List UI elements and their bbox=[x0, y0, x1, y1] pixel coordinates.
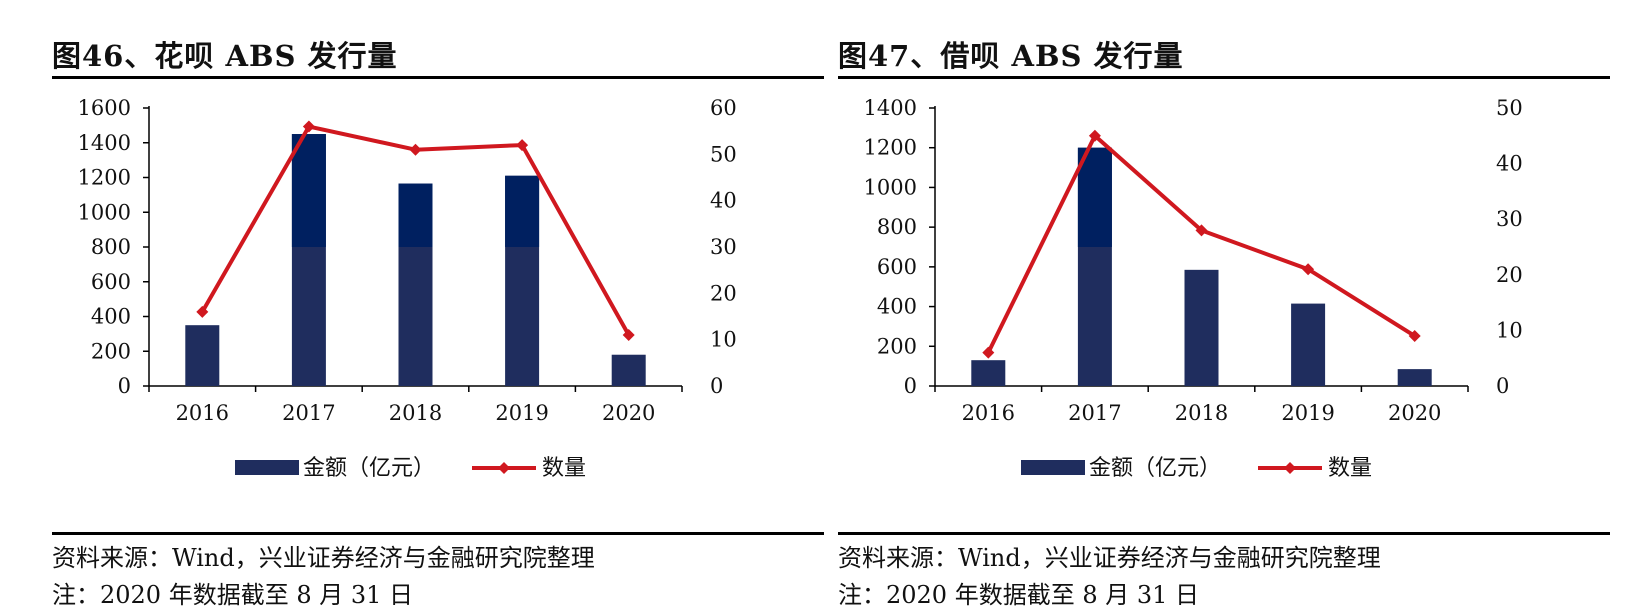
count-marker bbox=[982, 346, 995, 359]
y-tick-label-right: 20 bbox=[1496, 263, 1523, 287]
y-tick-label-left: 400 bbox=[91, 305, 131, 329]
y-tick-label-right: 40 bbox=[710, 189, 737, 213]
source-note: 资料来源：Wind，兴业证券经济与金融研究院整理 bbox=[838, 544, 1381, 572]
count-marker bbox=[1195, 224, 1208, 237]
y-tick-label-left: 600 bbox=[877, 255, 917, 279]
y-tick-label-left: 1400 bbox=[864, 96, 917, 120]
y-tick-label-left: 1000 bbox=[78, 200, 131, 224]
x-tick-label: 2020 bbox=[602, 401, 655, 425]
count-marker bbox=[516, 139, 529, 152]
y-tick-label-right: 50 bbox=[710, 142, 737, 166]
x-tick-label: 2018 bbox=[389, 401, 442, 425]
bar bbox=[1184, 269, 1219, 386]
y-tick-label-left: 0 bbox=[118, 374, 131, 398]
count-marker bbox=[1302, 263, 1315, 276]
x-tick-label: 2020 bbox=[1388, 401, 1441, 425]
x-tick-label: 2017 bbox=[1068, 401, 1121, 425]
y-tick-label-right: 40 bbox=[1496, 152, 1523, 176]
y-tick-label-right: 10 bbox=[710, 328, 737, 352]
legend-line-label: 数量 bbox=[1328, 456, 1372, 481]
x-tick-label: 2019 bbox=[1281, 401, 1334, 425]
x-tick-label: 2017 bbox=[282, 401, 335, 425]
footer-rule bbox=[52, 532, 824, 535]
x-tick-label: 2016 bbox=[176, 401, 229, 425]
y-tick-label-left: 800 bbox=[91, 235, 131, 259]
count-marker bbox=[302, 120, 315, 133]
bar bbox=[1397, 369, 1432, 386]
y-tick-label-left: 1200 bbox=[864, 136, 917, 160]
y-tick-label-left: 600 bbox=[91, 270, 131, 294]
footer-rule bbox=[838, 532, 1610, 535]
legend-line-label: 数量 bbox=[542, 456, 586, 481]
count-marker bbox=[409, 143, 422, 156]
y-tick-label-right: 10 bbox=[1496, 318, 1523, 342]
y-tick-label-right: 20 bbox=[710, 281, 737, 305]
legend-bar-swatch bbox=[235, 460, 299, 475]
y-tick-label-left: 1400 bbox=[78, 131, 131, 155]
figure-title: 图46、花呗 ABS 发行量 bbox=[52, 39, 398, 73]
y-tick-label-right: 50 bbox=[1496, 96, 1523, 120]
bar-segment bbox=[1077, 147, 1112, 247]
legend-bar-label: 金额（亿元） bbox=[303, 456, 435, 481]
y-tick-label-left: 200 bbox=[877, 334, 917, 358]
chart-panel-huabei: 图46、花呗 ABS 发行量 0 200 400 600 800 1000 1200 1400… bbox=[52, 0, 824, 613]
bar bbox=[185, 325, 220, 386]
x-tick-label: 2019 bbox=[495, 401, 548, 425]
date-note: 注：2020 年数据截至 8 月 31 日 bbox=[838, 581, 1200, 609]
count-marker bbox=[1088, 129, 1101, 142]
legend-bar-label: 金额（亿元） bbox=[1089, 456, 1221, 481]
title-rule bbox=[838, 76, 1610, 79]
y-tick-label-right: 0 bbox=[1496, 374, 1509, 398]
x-tick-label: 2018 bbox=[1175, 401, 1228, 425]
date-note: 注：2020 年数据截至 8 月 31 日 bbox=[52, 581, 414, 609]
y-tick-label-left: 200 bbox=[91, 339, 131, 363]
y-tick-label-right: 30 bbox=[1496, 207, 1523, 231]
count-marker bbox=[196, 305, 209, 318]
count-marker bbox=[1408, 329, 1421, 342]
chart-panel-jiebei: 图47、借呗 ABS 发行量 0 200 400 600 800 1000 1200 1400… bbox=[838, 0, 1610, 613]
y-tick-label-right: 30 bbox=[710, 235, 737, 259]
title-rule bbox=[52, 76, 824, 79]
source-note: 资料来源：Wind，兴业证券经济与金融研究院整理 bbox=[52, 544, 595, 572]
y-tick-label-right: 60 bbox=[710, 96, 737, 120]
bar-segment bbox=[505, 175, 540, 247]
x-tick-label: 2016 bbox=[962, 401, 1015, 425]
combo-chart-huabei: 0 200 400 600 800 1000 1200 1400 1600 0 10 20 30 40 50… bbox=[78, 96, 737, 481]
bar-segment bbox=[398, 183, 433, 247]
bar-segment bbox=[291, 134, 326, 247]
bar bbox=[611, 354, 646, 386]
legend-line-marker bbox=[498, 462, 510, 474]
bar bbox=[1291, 303, 1326, 386]
y-tick-label-left: 1200 bbox=[78, 166, 131, 190]
y-tick-label-left: 1000 bbox=[864, 175, 917, 199]
count-marker bbox=[622, 329, 635, 342]
y-tick-label-left: 800 bbox=[877, 215, 917, 239]
figure-title: 图47、借呗 ABS 发行量 bbox=[838, 39, 1184, 73]
y-tick-label-left: 0 bbox=[904, 374, 917, 398]
legend-line-marker bbox=[1284, 462, 1296, 474]
legend-bar-swatch bbox=[1021, 460, 1085, 475]
y-tick-label-left: 1600 bbox=[78, 96, 131, 120]
y-tick-label-right: 0 bbox=[710, 374, 723, 398]
bar bbox=[971, 360, 1006, 386]
combo-chart-jiebei: 0 200 400 600 800 1000 1200 1400 0 10 20 30 40 50 2016… bbox=[864, 96, 1523, 481]
y-tick-label-left: 400 bbox=[877, 295, 917, 319]
